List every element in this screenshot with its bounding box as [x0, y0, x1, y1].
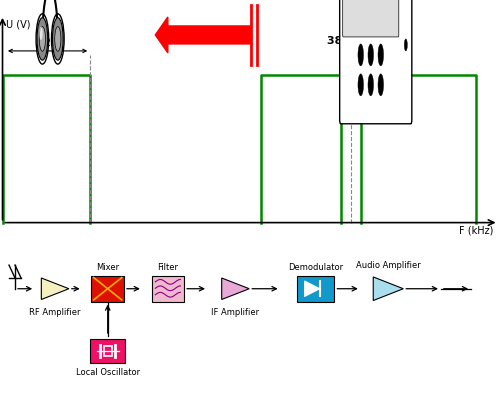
Circle shape — [368, 75, 373, 97]
Text: Audio Amplifier: Audio Amplifier — [356, 261, 421, 270]
Circle shape — [358, 75, 363, 97]
Bar — [104, 346, 112, 356]
Circle shape — [53, 19, 63, 61]
Text: U (V): U (V) — [6, 20, 31, 30]
Bar — [90, 339, 125, 363]
Polygon shape — [305, 281, 320, 297]
Circle shape — [378, 75, 383, 97]
Text: RF Amplifier: RF Amplifier — [30, 307, 81, 316]
Bar — [297, 276, 334, 302]
Circle shape — [37, 19, 48, 61]
Circle shape — [39, 27, 43, 41]
Circle shape — [39, 27, 46, 52]
Text: Local Oscillator: Local Oscillator — [76, 367, 140, 376]
Polygon shape — [221, 278, 249, 300]
Text: 2: 2 — [43, 38, 50, 48]
Circle shape — [55, 27, 61, 52]
FancyBboxPatch shape — [340, 0, 412, 124]
Text: Demodulator: Demodulator — [288, 262, 343, 271]
FancyArrow shape — [155, 18, 250, 54]
Circle shape — [378, 45, 383, 67]
Bar — [91, 276, 124, 302]
Text: Mixer: Mixer — [96, 262, 119, 271]
Circle shape — [404, 40, 407, 52]
Bar — [151, 276, 184, 302]
Text: IF Amplifier: IF Amplifier — [211, 307, 260, 316]
Text: 38.4 ±2: 38.4 ±2 — [327, 36, 375, 46]
Text: Filter: Filter — [157, 262, 178, 271]
Circle shape — [358, 45, 363, 67]
Polygon shape — [373, 277, 403, 301]
Polygon shape — [41, 278, 69, 300]
FancyBboxPatch shape — [343, 0, 399, 38]
Text: F (kHz): F (kHz) — [459, 225, 493, 235]
Circle shape — [368, 45, 373, 67]
